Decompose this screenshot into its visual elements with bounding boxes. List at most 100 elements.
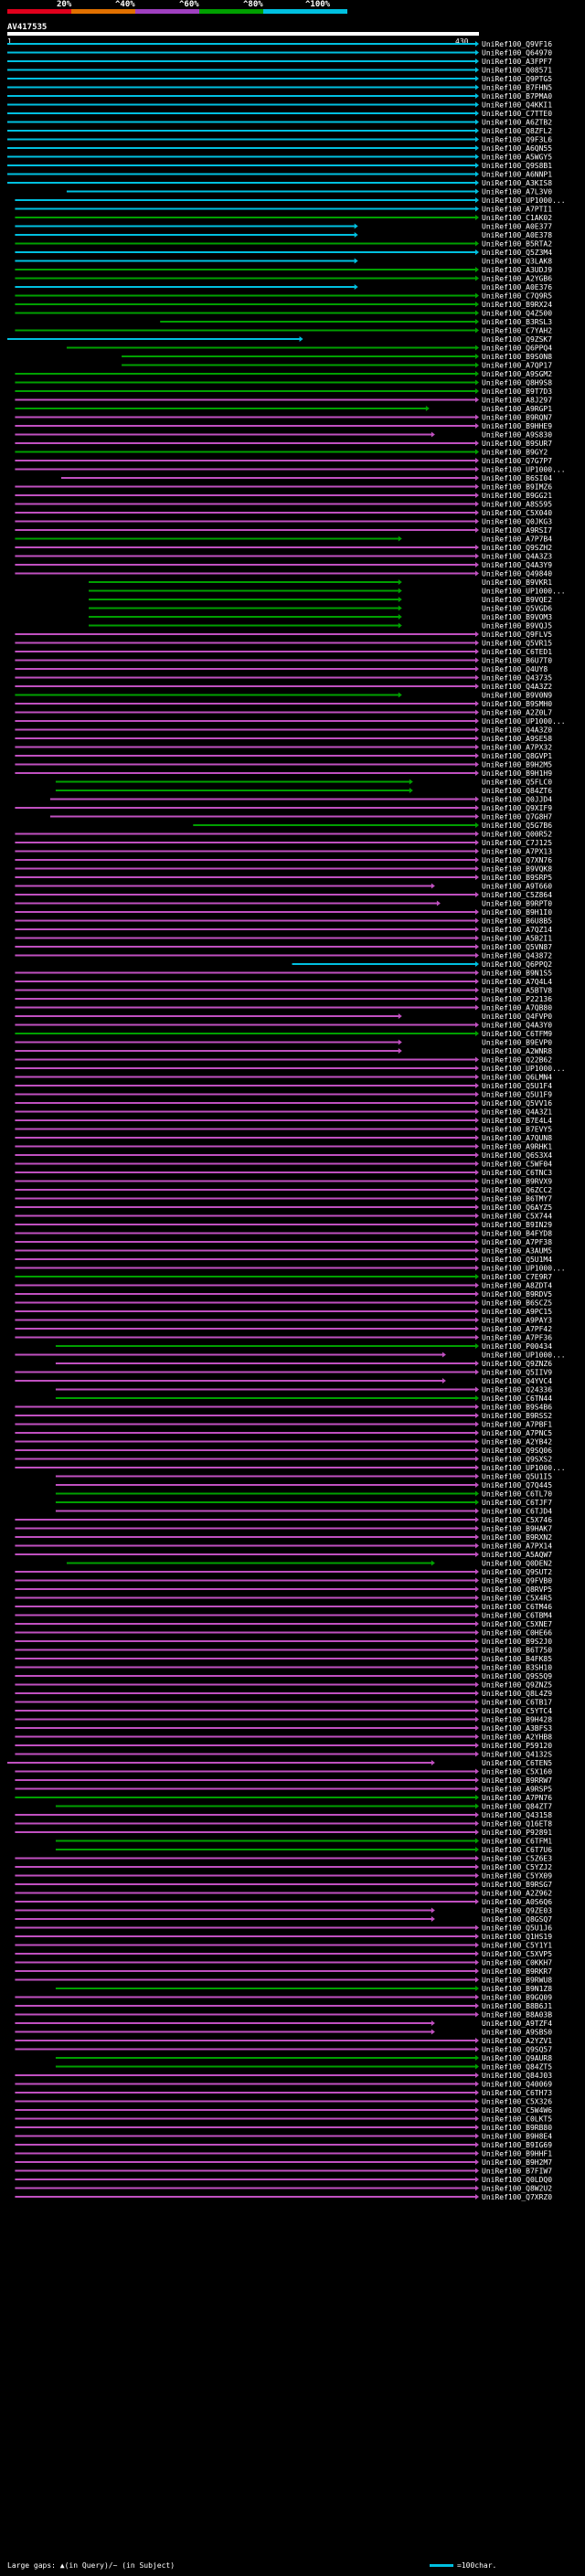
hit-row[interactable]: UniRef100_P92891 <box>15 1829 552 1837</box>
hit-row[interactable]: UniRef100_C7J125 <box>15 839 552 847</box>
hit-row[interactable]: UniRef100_A6QN55 <box>7 144 552 153</box>
hit-row[interactable]: UniRef100_A3KIS8 <box>7 179 552 187</box>
hit-row[interactable]: UniRef100_B9GY2 <box>15 449 548 457</box>
hit-row[interactable]: UniRef100_Q5VV16 <box>15 1099 552 1108</box>
hit-row[interactable]: UniRef100_A7QZ14 <box>15 926 552 934</box>
hit-row[interactable]: UniRef100_A9SE58 <box>15 735 552 743</box>
hit-row[interactable]: UniRef100_A7PF42 <box>15 1325 552 1333</box>
hit-row[interactable]: UniRef100_A9S830 <box>15 431 552 440</box>
hit-label[interactable]: UniRef100_Q9SQ57 <box>482 2046 552 2054</box>
hit-row[interactable]: UniRef100_A3UDJ9 <box>15 266 552 274</box>
hit-label[interactable]: UniRef100_Q43872 <box>482 952 552 960</box>
hit-row[interactable]: UniRef100_B9H1H9 <box>15 769 552 778</box>
hit-label[interactable]: UniRef100_Q8ZFL2 <box>482 127 552 135</box>
hit-label[interactable]: UniRef100_A9T660 <box>482 883 552 891</box>
hit-label[interactable]: UniRef100_Q4A3Z3 <box>482 553 552 561</box>
hit-label[interactable]: UniRef100_B9IN29 <box>482 1221 552 1229</box>
hit-row[interactable]: UniRef100_Q6S3X4 <box>15 1151 552 1160</box>
hit-row[interactable]: UniRef100_B9HAK7 <box>15 1525 552 1533</box>
hit-label[interactable]: UniRef100_Q5IIV9 <box>482 1369 552 1377</box>
hit-label[interactable]: UniRef100_A7PBF1 <box>482 1421 552 1429</box>
hit-label[interactable]: UniRef100_B9RSG7 <box>482 1881 552 1889</box>
hit-row[interactable]: UniRef100_UP1000... <box>15 1265 566 1273</box>
hit-row[interactable]: UniRef100_Q9S5Q9 <box>15 1672 552 1680</box>
hit-label[interactable]: UniRef100_C1AK02 <box>482 214 552 222</box>
hit-label[interactable]: UniRef100_B9VQK8 <box>482 865 552 874</box>
hit-row[interactable]: UniRef100_B9GG21 <box>15 492 552 500</box>
hit-label[interactable]: UniRef100_C6TFM9 <box>482 1030 552 1038</box>
hit-row[interactable]: UniRef100_C6TH73 <box>15 2089 552 2097</box>
hit-row[interactable]: UniRef100_A9RSP5 <box>15 1786 552 1794</box>
hit-label[interactable]: UniRef100_Q9F3L6 <box>482 136 552 144</box>
hit-row[interactable]: UniRef100_C6TJF7 <box>55 1499 552 1507</box>
hit-row[interactable]: UniRef100_Q4A3Z3 <box>15 553 552 561</box>
hit-row[interactable]: UniRef100_B9RB80 <box>15 2124 552 2132</box>
hit-row[interactable]: UniRef100_B9V0N9 <box>15 692 552 700</box>
hit-label[interactable]: UniRef100_C5YTC4 <box>482 1707 552 1715</box>
hit-label[interactable]: UniRef100_Q4A3Y0 <box>482 1022 552 1030</box>
hit-label[interactable]: UniRef100_Q6LMN4 <box>482 1074 552 1082</box>
hit-row[interactable]: UniRef100_B9SRP5 <box>15 874 552 882</box>
hit-label[interactable]: UniRef100_B9S0N8 <box>482 353 552 361</box>
hit-row[interactable]: UniRef100_Q6PPQ2 <box>292 960 553 969</box>
hit-label[interactable]: UniRef100_Q9S8B1 <box>482 162 552 170</box>
hit-label[interactable]: UniRef100_A9RGP1 <box>482 405 552 413</box>
hit-label[interactable]: UniRef100_C6TM46 <box>482 1603 552 1611</box>
hit-label[interactable]: UniRef100_B9RX24 <box>482 301 552 309</box>
hit-label[interactable]: UniRef100_A9TZF4 <box>482 2019 552 2028</box>
hit-row[interactable]: UniRef100_C0HE66 <box>15 1629 552 1638</box>
hit-label[interactable]: UniRef100_Q43735 <box>482 674 552 683</box>
hit-label[interactable]: UniRef100_Q0JKG3 <box>482 518 552 526</box>
hit-row[interactable]: UniRef100_UP1000... <box>15 1464 566 1472</box>
hit-label[interactable]: UniRef100_Q4A3Z2 <box>482 683 552 691</box>
hit-label[interactable]: UniRef100_A3BFS3 <box>482 1724 552 1733</box>
hit-label[interactable]: UniRef100_B9S4B6 <box>482 1404 552 1412</box>
hit-row[interactable]: UniRef100_Q7G8H7 <box>49 813 552 822</box>
hit-label[interactable]: UniRef100_A9SGM2 <box>482 370 552 378</box>
hit-label[interactable]: UniRef100_Q8L4Z9 <box>482 1690 552 1698</box>
hit-label[interactable]: UniRef100_B3SH10 <box>482 1664 552 1672</box>
hit-row[interactable]: UniRef100_Q24336 <box>55 1386 552 1394</box>
hit-label[interactable]: UniRef100_C7Q9R5 <box>482 292 552 301</box>
hit-label[interactable]: UniRef100_B9RDV5 <box>482 1290 552 1299</box>
hit-label[interactable]: UniRef100_Q84ZT6 <box>482 787 552 795</box>
hit-label[interactable]: UniRef100_Q24336 <box>482 1386 552 1394</box>
hit-label[interactable]: UniRef100_Q4A3Z0 <box>482 726 552 735</box>
hit-label[interactable]: UniRef100_B7EVY5 <box>482 1126 552 1134</box>
hit-row[interactable]: UniRef100_C6TNC3 <box>15 1169 552 1177</box>
hit-label[interactable]: UniRef100_A0E376 <box>482 283 552 292</box>
hit-label[interactable]: UniRef100_A9RSI7 <box>482 526 552 535</box>
hit-label[interactable]: UniRef100_Q08571 <box>482 67 552 75</box>
hit-row[interactable]: UniRef100_Q1HS19 <box>15 1933 552 1941</box>
hit-row[interactable]: UniRef100_Q4A3Z1 <box>15 1108 552 1117</box>
hit-row[interactable]: UniRef100_B9RPT0 <box>15 900 552 908</box>
hit-row[interactable]: UniRef100_B9IN29 <box>15 1221 552 1229</box>
hit-label[interactable]: UniRef100_B9SRP5 <box>482 874 552 882</box>
hit-label[interactable]: UniRef100_B9HAK7 <box>482 1525 552 1533</box>
hit-label[interactable]: UniRef100_C6TH73 <box>482 2089 552 2097</box>
hit-row[interactable]: UniRef100_A8ZDT4 <box>15 1282 552 1290</box>
hit-label[interactable]: UniRef100_B5RTA2 <box>482 240 552 249</box>
hit-label[interactable]: UniRef100_C7J125 <box>482 839 552 847</box>
hit-label[interactable]: UniRef100_B9GQ09 <box>482 1994 552 2002</box>
hit-row[interactable]: UniRef100_P22136 <box>15 995 552 1003</box>
hit-row[interactable]: UniRef100_C6TM46 <box>15 1603 552 1611</box>
hit-row[interactable]: UniRef100_Q84J03 <box>15 2072 552 2080</box>
hit-label[interactable]: UniRef100_A7PN76 <box>482 1794 552 1802</box>
hit-label[interactable]: UniRef100_Q0LDQ0 <box>482 2176 552 2184</box>
hit-row[interactable]: UniRef100_Q0LDQ0 <box>15 2176 552 2184</box>
hit-row[interactable]: UniRef100_Q6LMN4 <box>15 1074 552 1082</box>
hit-row[interactable]: UniRef100_A7PF38 <box>15 1238 552 1246</box>
hit-label[interactable]: UniRef100_Q5VGD6 <box>482 605 552 613</box>
hit-label[interactable]: UniRef100_C5X040 <box>482 509 552 517</box>
hit-label[interactable]: UniRef100_B9IMZ6 <box>482 483 552 492</box>
hit-label[interactable]: UniRef100_Q7G7P7 <box>482 457 552 465</box>
hit-label[interactable]: UniRef100_A5B2I1 <box>482 935 552 943</box>
hit-row[interactable]: UniRef100_B9RRW7 <box>15 1776 552 1785</box>
hit-label[interactable]: UniRef100_A0S6Q6 <box>482 1898 552 1906</box>
hit-row[interactable]: UniRef100_A7QUN8 <box>15 1134 552 1142</box>
hit-label[interactable]: UniRef100_C6TJF7 <box>482 1499 552 1507</box>
hit-row[interactable]: UniRef100_A9SGM2 <box>15 370 552 378</box>
hit-row[interactable]: UniRef100_B4FK85 <box>15 1655 552 1663</box>
hit-row[interactable]: UniRef100_B9HHF1 <box>15 2150 552 2158</box>
